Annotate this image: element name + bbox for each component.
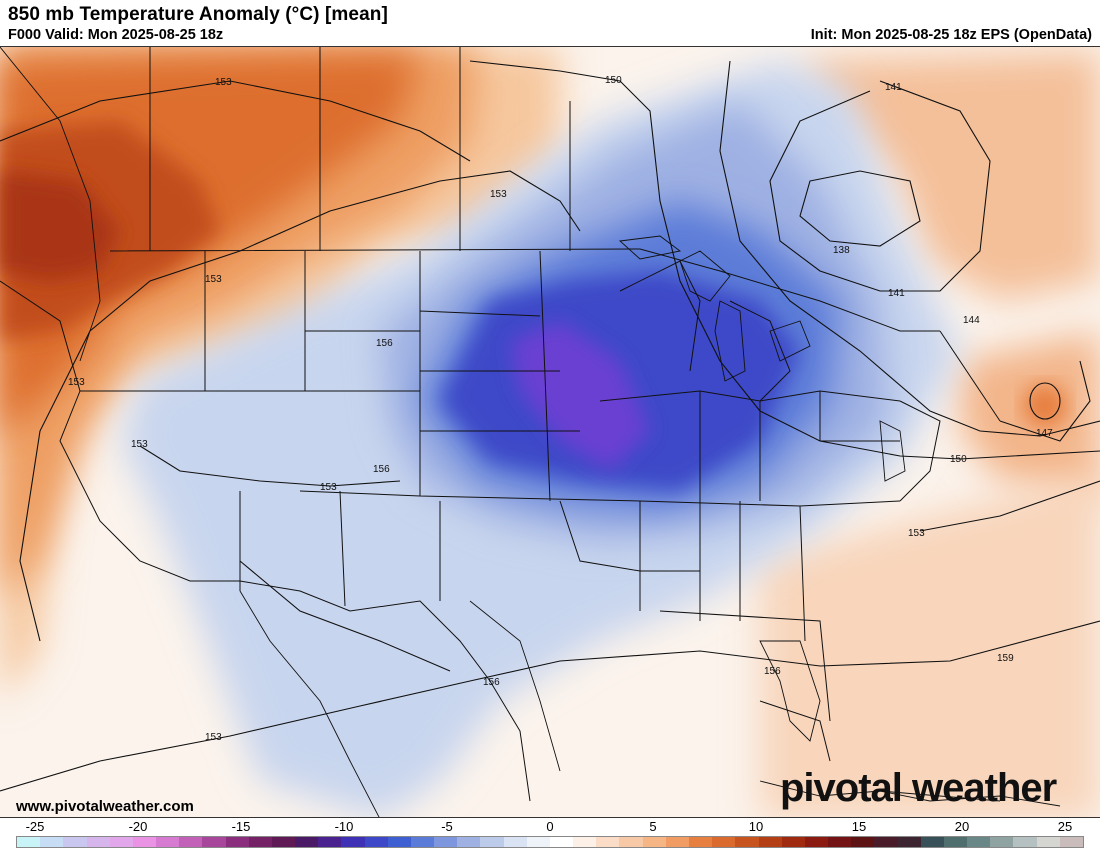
colorbar-swatch: [63, 837, 87, 847]
colorbar-tick-label: 20: [954, 819, 970, 834]
colorbar-swatch: [480, 837, 504, 847]
colorbar-swatch: [688, 837, 713, 847]
contour-label: 153: [215, 77, 232, 88]
height-contours: [0, 60, 1100, 792]
map-canvas: 153 153 153 153 153 153 153 150 150 141 …: [0, 47, 1100, 817]
colorbar-swatch: [179, 837, 203, 847]
colorbar-swatch: [549, 837, 574, 847]
colorbar-swatch: [364, 837, 388, 847]
contour-label: 147: [1036, 428, 1053, 439]
colorbar-swatch: [271, 837, 296, 847]
contour-label: 153: [320, 482, 337, 493]
colorbar-swatch: [295, 837, 319, 847]
colorbar-tick-label: -15: [231, 819, 251, 834]
contour-label: 153: [131, 439, 148, 450]
colorbar-tick-label: -10: [334, 819, 354, 834]
political-boundaries: [0, 47, 1001, 802]
contour-label: 150: [950, 454, 967, 465]
colorbar-swatch: [619, 837, 643, 847]
colorbar-tick-label: -25: [25, 819, 45, 834]
colorbar-swatch: [156, 837, 180, 847]
colorbar-swatch: [86, 837, 110, 847]
colorbar: -25 -20 -15 -10 -5 0 5 10 15 20 25: [0, 818, 1100, 850]
pivotal-weather-logo: pivotal weather: [780, 766, 1057, 810]
colorbar-swatch: [596, 837, 620, 847]
contour-label: 156: [376, 338, 393, 349]
colorbar-swatch: [943, 837, 968, 847]
colorbar-swatch: [758, 837, 782, 847]
map-header: 850 mb Temperature Anomaly (°C) [mean] F…: [0, 0, 1100, 46]
colorbar-tick-label: 0: [546, 819, 554, 834]
colorbar-swatch: [990, 837, 1014, 847]
colorbar-swatch: [17, 837, 41, 847]
colorbar-swatch: [434, 837, 458, 847]
colorbar-swatch: [828, 837, 852, 847]
colorbar-swatch: [387, 837, 411, 847]
colorbar-swatch: [109, 837, 133, 847]
colorbar-swatch: [202, 837, 226, 847]
contour-label: 150: [605, 75, 622, 86]
contour-label: 159: [997, 653, 1014, 664]
colorbar-swatch: [735, 837, 759, 847]
contour-label: 156: [764, 666, 781, 677]
colorbar-swatch: [457, 837, 481, 847]
colorbar-swatches: [16, 836, 1084, 848]
contour-label: 153: [205, 732, 222, 743]
colorbar-swatch: [1059, 837, 1083, 847]
contour-label: 156: [483, 677, 500, 688]
colorbar-ticks: -25 -20 -15 -10 -5 0 5 10 15 20 25: [0, 819, 1100, 835]
colorbar-swatch: [410, 837, 435, 847]
colorbar-swatch: [642, 837, 666, 847]
valid-time: F000 Valid: Mon 2025-08-25 18z: [8, 27, 224, 43]
colorbar-swatch: [897, 837, 921, 847]
colorbar-swatch: [40, 837, 64, 847]
colorbar-swatch: [225, 837, 249, 847]
contour-label: 141: [885, 82, 902, 93]
colorbar-swatch: [804, 837, 829, 847]
contour-label: 153: [490, 189, 507, 200]
coastlines: [0, 47, 1061, 817]
contour-label: 153: [205, 274, 222, 285]
colorbar-swatch: [665, 837, 689, 847]
init-time: Init: Mon 2025-08-25 18z EPS (OpenData): [810, 27, 1092, 43]
website-link[interactable]: www.pivotalweather.com: [16, 798, 194, 815]
contour-label: 156: [373, 464, 390, 475]
warm-anomaly-field: [0, 47, 1100, 817]
colorbar-swatch: [573, 837, 597, 847]
colorbar-tick-label: 5: [649, 819, 657, 834]
colorbar-tick-label: -5: [441, 819, 453, 834]
colorbar-tick-label: 25: [1057, 819, 1073, 834]
colorbar-tick-label: 15: [851, 819, 867, 834]
contour-label: 144: [963, 315, 980, 326]
colorbar-swatch: [967, 837, 991, 847]
colorbar-swatch: [781, 837, 805, 847]
colorbar-swatch: [526, 837, 550, 847]
colorbar-tick-label: -20: [128, 819, 148, 834]
anomaly-map: 153 153 153 153 153 153 153 150 150 141 …: [0, 46, 1100, 818]
colorbar-swatch: [318, 837, 342, 847]
colorbar-swatch: [851, 837, 875, 847]
colorbar-swatch: [341, 837, 365, 847]
contour-label: 153: [908, 528, 925, 539]
colorbar-swatch: [1036, 837, 1060, 847]
contour-label: 138: [833, 245, 850, 256]
colorbar-tick-label: 10: [748, 819, 764, 834]
colorbar-swatch: [712, 837, 736, 847]
map-title: 850 mb Temperature Anomaly (°C) [mean]: [8, 4, 388, 25]
colorbar-swatch: [132, 837, 157, 847]
colorbar-swatch: [1013, 837, 1037, 847]
contour-label: 153: [68, 377, 85, 388]
contour-label-group: 153 153 153 153 153 153 153 150 150 141 …: [68, 75, 1053, 743]
contour-label: 141: [888, 288, 905, 299]
colorbar-swatch: [248, 837, 272, 847]
colorbar-swatch: [920, 837, 944, 847]
colorbar-swatch: [874, 837, 898, 847]
colorbar-swatch: [503, 837, 527, 847]
